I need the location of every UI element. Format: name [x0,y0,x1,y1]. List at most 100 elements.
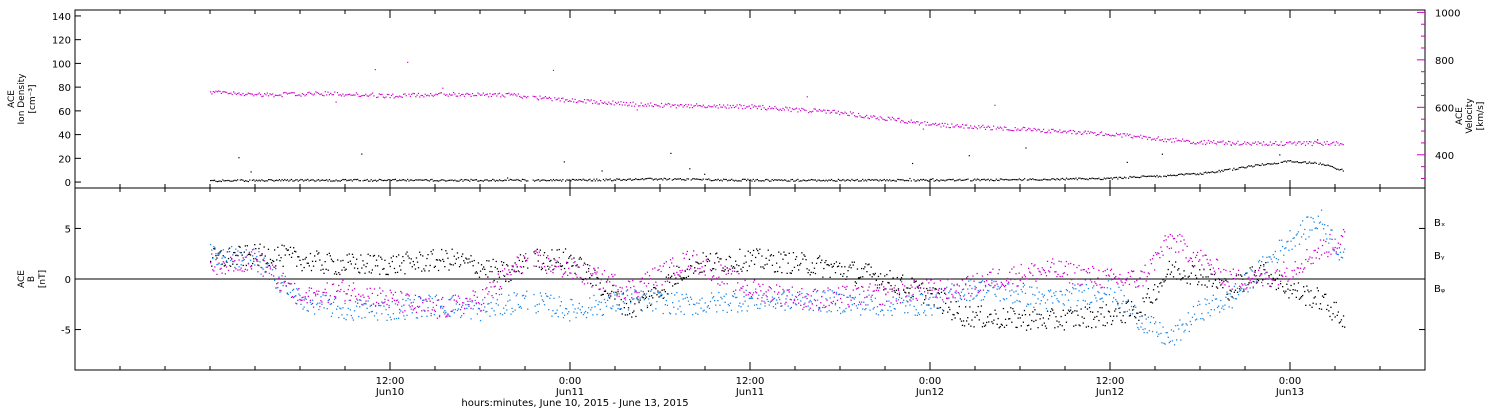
ion-density-point [1226,169,1228,171]
magnetic-field-point [920,293,923,295]
magnetic-field-point [348,299,350,302]
ion-density-point [1119,176,1122,178]
magnetic-field-point [1098,319,1100,322]
magnetic-field-point [414,307,417,309]
magnetic-field-point [1127,272,1129,274]
ion-density-point [1229,168,1231,170]
magnetic-field-point [1297,282,1300,284]
magnetic-field-point [1085,284,1087,286]
magnetic-field-point [993,319,995,321]
magnetic-field-point [350,295,352,297]
velocity-point [349,93,351,95]
magnetic-field-point [618,304,620,306]
magnetic-field-point [425,265,427,267]
magnetic-field-point [818,309,820,311]
ion-density-point [408,180,410,182]
magnetic-field-point [721,269,723,272]
magnetic-field-point [287,282,289,284]
magnetic-field-point [554,265,556,267]
magnetic-field-point [1184,275,1186,277]
magnetic-field-point [1328,242,1330,244]
magnetic-field-point [870,266,872,268]
magnetic-field-point [381,313,383,315]
magnetic-field-point [1035,319,1037,321]
magnetic-field-point [260,266,262,269]
velocity-point [519,95,521,98]
ion-density-point [651,178,653,180]
ion-density-point [462,180,464,182]
magnetic-field-point [764,305,766,307]
magnetic-field-point [1046,310,1049,312]
magnetic-field-point [722,270,724,272]
ion-density-point [405,180,407,182]
magnetic-field-point [1119,311,1121,314]
velocity-point [1102,134,1104,137]
magnetic-field-point [510,279,512,282]
ion-density-point [894,180,896,182]
ion-density-point [1030,178,1032,181]
magnetic-field-point [942,290,945,292]
velocity-point [353,94,355,96]
magnetic-field-point [1188,330,1190,333]
magnetic-field-point [420,254,422,256]
velocity-point [466,92,468,94]
magnetic-field-point [761,255,763,257]
magnetic-field-point [978,281,980,283]
magnetic-field-point [1169,233,1171,236]
magnetic-field-point [672,285,674,287]
magnetic-field-point [485,288,487,290]
magnetic-field-point [422,255,424,257]
magnetic-field-point [298,293,300,295]
magnetic-field-point [392,313,394,315]
magnetic-field-point [1067,263,1070,265]
velocity-point [737,107,740,109]
velocity-point [947,123,949,125]
ion-density-point [1280,161,1282,163]
magnetic-field-point [644,297,646,300]
ion-density-point [687,178,690,180]
velocity-point [304,95,306,97]
magnetic-field-point [1252,286,1254,288]
magnetic-field-point [1203,319,1205,321]
magnetic-field-point [1300,236,1303,238]
ion-density-point [442,179,444,181]
ion-density-point [578,178,580,181]
magnetic-field-point [1150,315,1153,318]
velocity-point [334,91,336,93]
magnetic-field-point [668,266,671,269]
magnetic-field-point [1231,296,1233,298]
magnetic-field-point [1172,238,1175,240]
magnetic-field-point [438,259,441,261]
velocity-point [1149,137,1151,139]
ion-density-point [527,180,529,182]
ion-density-point [849,180,852,182]
velocity-point [581,101,583,103]
velocity-point [1048,129,1050,131]
magnetic-field-point [928,298,930,300]
magnetic-field-point [548,258,550,260]
magnetic-field-point [606,279,609,281]
velocity-point [957,126,960,128]
velocity-point [617,101,619,103]
magnetic-field-point [858,277,861,279]
velocity-point [1087,130,1089,132]
magnetic-field-point [729,256,732,259]
magnetic-field-point [990,271,992,273]
velocity-point [1070,129,1072,131]
magnetic-field-point [416,305,419,308]
ion-density-point [619,178,621,180]
velocity-point [1322,144,1324,146]
magnetic-field-point [575,316,577,319]
magnetic-field-point [917,285,919,287]
ion-density-point [532,179,534,181]
magnetic-field-point [891,290,893,292]
velocity-point [447,95,449,97]
magnetic-field-point [1262,279,1264,281]
velocity-point [651,105,653,107]
ion-density-point [906,179,908,182]
magnetic-field-point [1288,278,1290,281]
magnetic-field-point [401,305,403,307]
magnetic-field-point [433,313,435,316]
ion-density-point [1199,172,1201,174]
magnetic-field-point [595,273,597,275]
